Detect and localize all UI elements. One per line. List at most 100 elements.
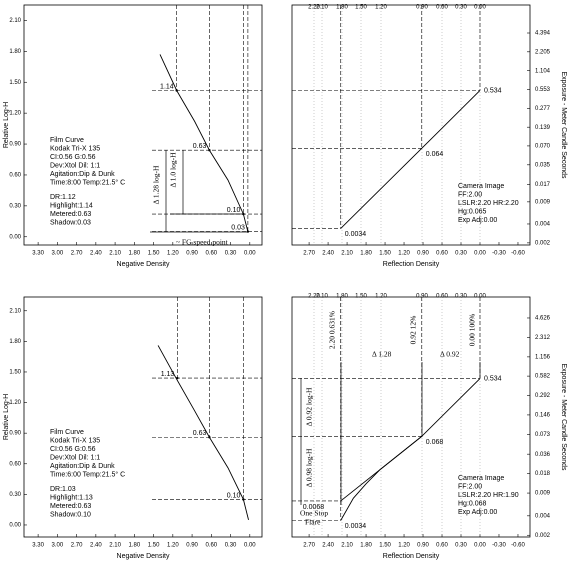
top-label: 0.30 xyxy=(455,294,467,300)
info-text: DR:1.03 xyxy=(50,486,76,493)
y-tick-label: 1.20 xyxy=(9,400,21,406)
top-label: 0.30 xyxy=(455,5,467,11)
y2-tick-label: 0.002 xyxy=(535,533,551,539)
series-line xyxy=(340,435,423,521)
y2-tick-label: 0.018 xyxy=(535,471,551,477)
x-tick-label: 1.20 xyxy=(398,251,410,257)
annotation: 0.92 12% xyxy=(409,316,418,345)
x-tick-label: 2.70 xyxy=(71,543,83,549)
value-label: 0.0068 xyxy=(303,504,325,511)
y-tick-label: 2.10 xyxy=(9,18,21,24)
info-text: Exp Adj:0.00 xyxy=(458,509,497,516)
top-label: 1.80 xyxy=(336,5,348,11)
y-axis-title: Relative Log-H xyxy=(3,102,10,148)
y-tick-label: 0.00 xyxy=(9,234,21,240)
x-tick-label: 1.80 xyxy=(128,543,140,549)
x-tick-label: 1.20 xyxy=(167,251,179,257)
marker xyxy=(176,376,179,380)
y-tick-label: 1.80 xyxy=(9,49,21,55)
annotation: Δ 1.0 log-H xyxy=(169,152,178,188)
marker xyxy=(208,149,211,152)
y2-tick-label: 0.009 xyxy=(535,199,551,205)
marker-label: 1.13 xyxy=(161,371,175,378)
y2-axis-title: Exposure - Meter Candle Seconds xyxy=(560,364,567,471)
marker-label: 0.03 xyxy=(231,224,245,231)
x-axis-title: Negative Density xyxy=(117,261,170,268)
x-tick-label: 1.80 xyxy=(360,251,372,257)
plot-frame xyxy=(291,4,531,246)
y2-tick-label: 2.205 xyxy=(535,49,551,55)
info-text: Kodak Tri-X 135 xyxy=(50,145,100,152)
series-line xyxy=(340,90,481,229)
y2-tick-label: 4.394 xyxy=(535,31,551,37)
x-axis-title: Reflection Density xyxy=(383,261,440,268)
x-tick-label: 3.30 xyxy=(32,543,44,549)
y-tick-label: 0.30 xyxy=(9,492,21,498)
info-text: Film Curve xyxy=(50,137,84,144)
y2-tick-label: 0.582 xyxy=(535,374,551,380)
y2-tick-label: 0.073 xyxy=(535,432,551,438)
x-tick-label: 2.40 xyxy=(322,543,334,549)
y2-tick-label: 0.002 xyxy=(535,240,551,246)
x-tick-label: 1.50 xyxy=(148,251,160,257)
y2-tick-label: 1.104 xyxy=(535,68,551,74)
annotation: One Stop xyxy=(300,509,328,518)
info-text: Dev:Xtol Dil: 1:1 xyxy=(50,454,100,461)
x-tick-label: 0.00 xyxy=(244,543,256,549)
annotation: Δ 1.28 xyxy=(372,350,392,359)
x-tick-label: 0.30 xyxy=(225,251,237,257)
y2-tick-label: 0.017 xyxy=(535,182,551,188)
y2-tick-label: 4.626 xyxy=(535,316,551,322)
y2-tick-label: 0.004 xyxy=(535,513,551,519)
marker-label: 0.10 xyxy=(227,207,241,214)
y-tick-label: 0.30 xyxy=(9,203,21,209)
info-text: FF:2.00 xyxy=(458,191,482,198)
y2-tick-label: 1.156 xyxy=(535,354,551,360)
marker xyxy=(175,89,178,92)
info-text: Hg:0.068 xyxy=(458,500,487,507)
x-tick-label: 0.00 xyxy=(474,251,486,257)
y2-tick-label: 0.070 xyxy=(535,143,551,149)
plot-frame xyxy=(23,296,263,538)
annotation: Δ 0.98 log-H xyxy=(305,448,314,487)
marker-label: 0.63 xyxy=(193,430,207,437)
x-tick-label: 0.60 xyxy=(205,251,217,257)
info-text: Time:8:00 Temp:21.5° C xyxy=(50,178,125,186)
top-label: 1.50 xyxy=(355,294,367,300)
x-tick-label: 0.60 xyxy=(436,543,448,549)
x-tick-label: 2.10 xyxy=(109,543,121,549)
info-text: Kodak Tri-X 135 xyxy=(50,437,100,444)
x-axis-title: Negative Density xyxy=(117,553,170,560)
x-tick-label: 2.10 xyxy=(341,251,353,257)
info-text: Highlight:1.13 xyxy=(50,494,93,501)
y-tick-label: 2.10 xyxy=(9,308,21,314)
y-axis-title: Relative Log-H xyxy=(3,394,10,440)
annotation: Flare xyxy=(305,518,321,527)
x-tick-label: 2.70 xyxy=(303,251,315,257)
info-text: Dev:Xtol Dil: 1:1 xyxy=(50,162,100,169)
top-label: 2.10 xyxy=(316,294,328,300)
x-axis-title: Reflection Density xyxy=(383,553,440,560)
info-text: LSLR:2.20 HR:1.90 xyxy=(458,492,519,499)
x-tick-label: 2.70 xyxy=(71,251,83,257)
info-text: Metered:0.63 xyxy=(50,503,91,510)
top-label: 2.10 xyxy=(316,5,328,11)
annotation: 2.20 0.631% xyxy=(328,311,337,349)
x-tick-label: 1.50 xyxy=(379,543,391,549)
info-text: DR:1.12 xyxy=(50,194,76,201)
marker xyxy=(208,436,211,439)
annotation: 0.00 100% xyxy=(468,314,477,347)
x-tick-label: 2.70 xyxy=(303,543,315,549)
y-tick-label: 0.60 xyxy=(9,461,21,467)
x-tick-label: 1.50 xyxy=(379,251,391,257)
top-label: 0.60 xyxy=(436,294,448,300)
x-tick-label: 0.00 xyxy=(474,543,486,549)
x-tick-label: -0.30 xyxy=(492,251,506,257)
annotation: Δ 0.92 xyxy=(440,350,460,359)
x-tick-label: 0.60 xyxy=(436,251,448,257)
marker-label: 1.14 xyxy=(160,83,174,90)
y-tick-label: 0.60 xyxy=(9,173,21,179)
marker xyxy=(246,230,250,233)
info-text: Hg:0.065 xyxy=(458,208,487,215)
top-label: 2.20 xyxy=(308,5,320,11)
